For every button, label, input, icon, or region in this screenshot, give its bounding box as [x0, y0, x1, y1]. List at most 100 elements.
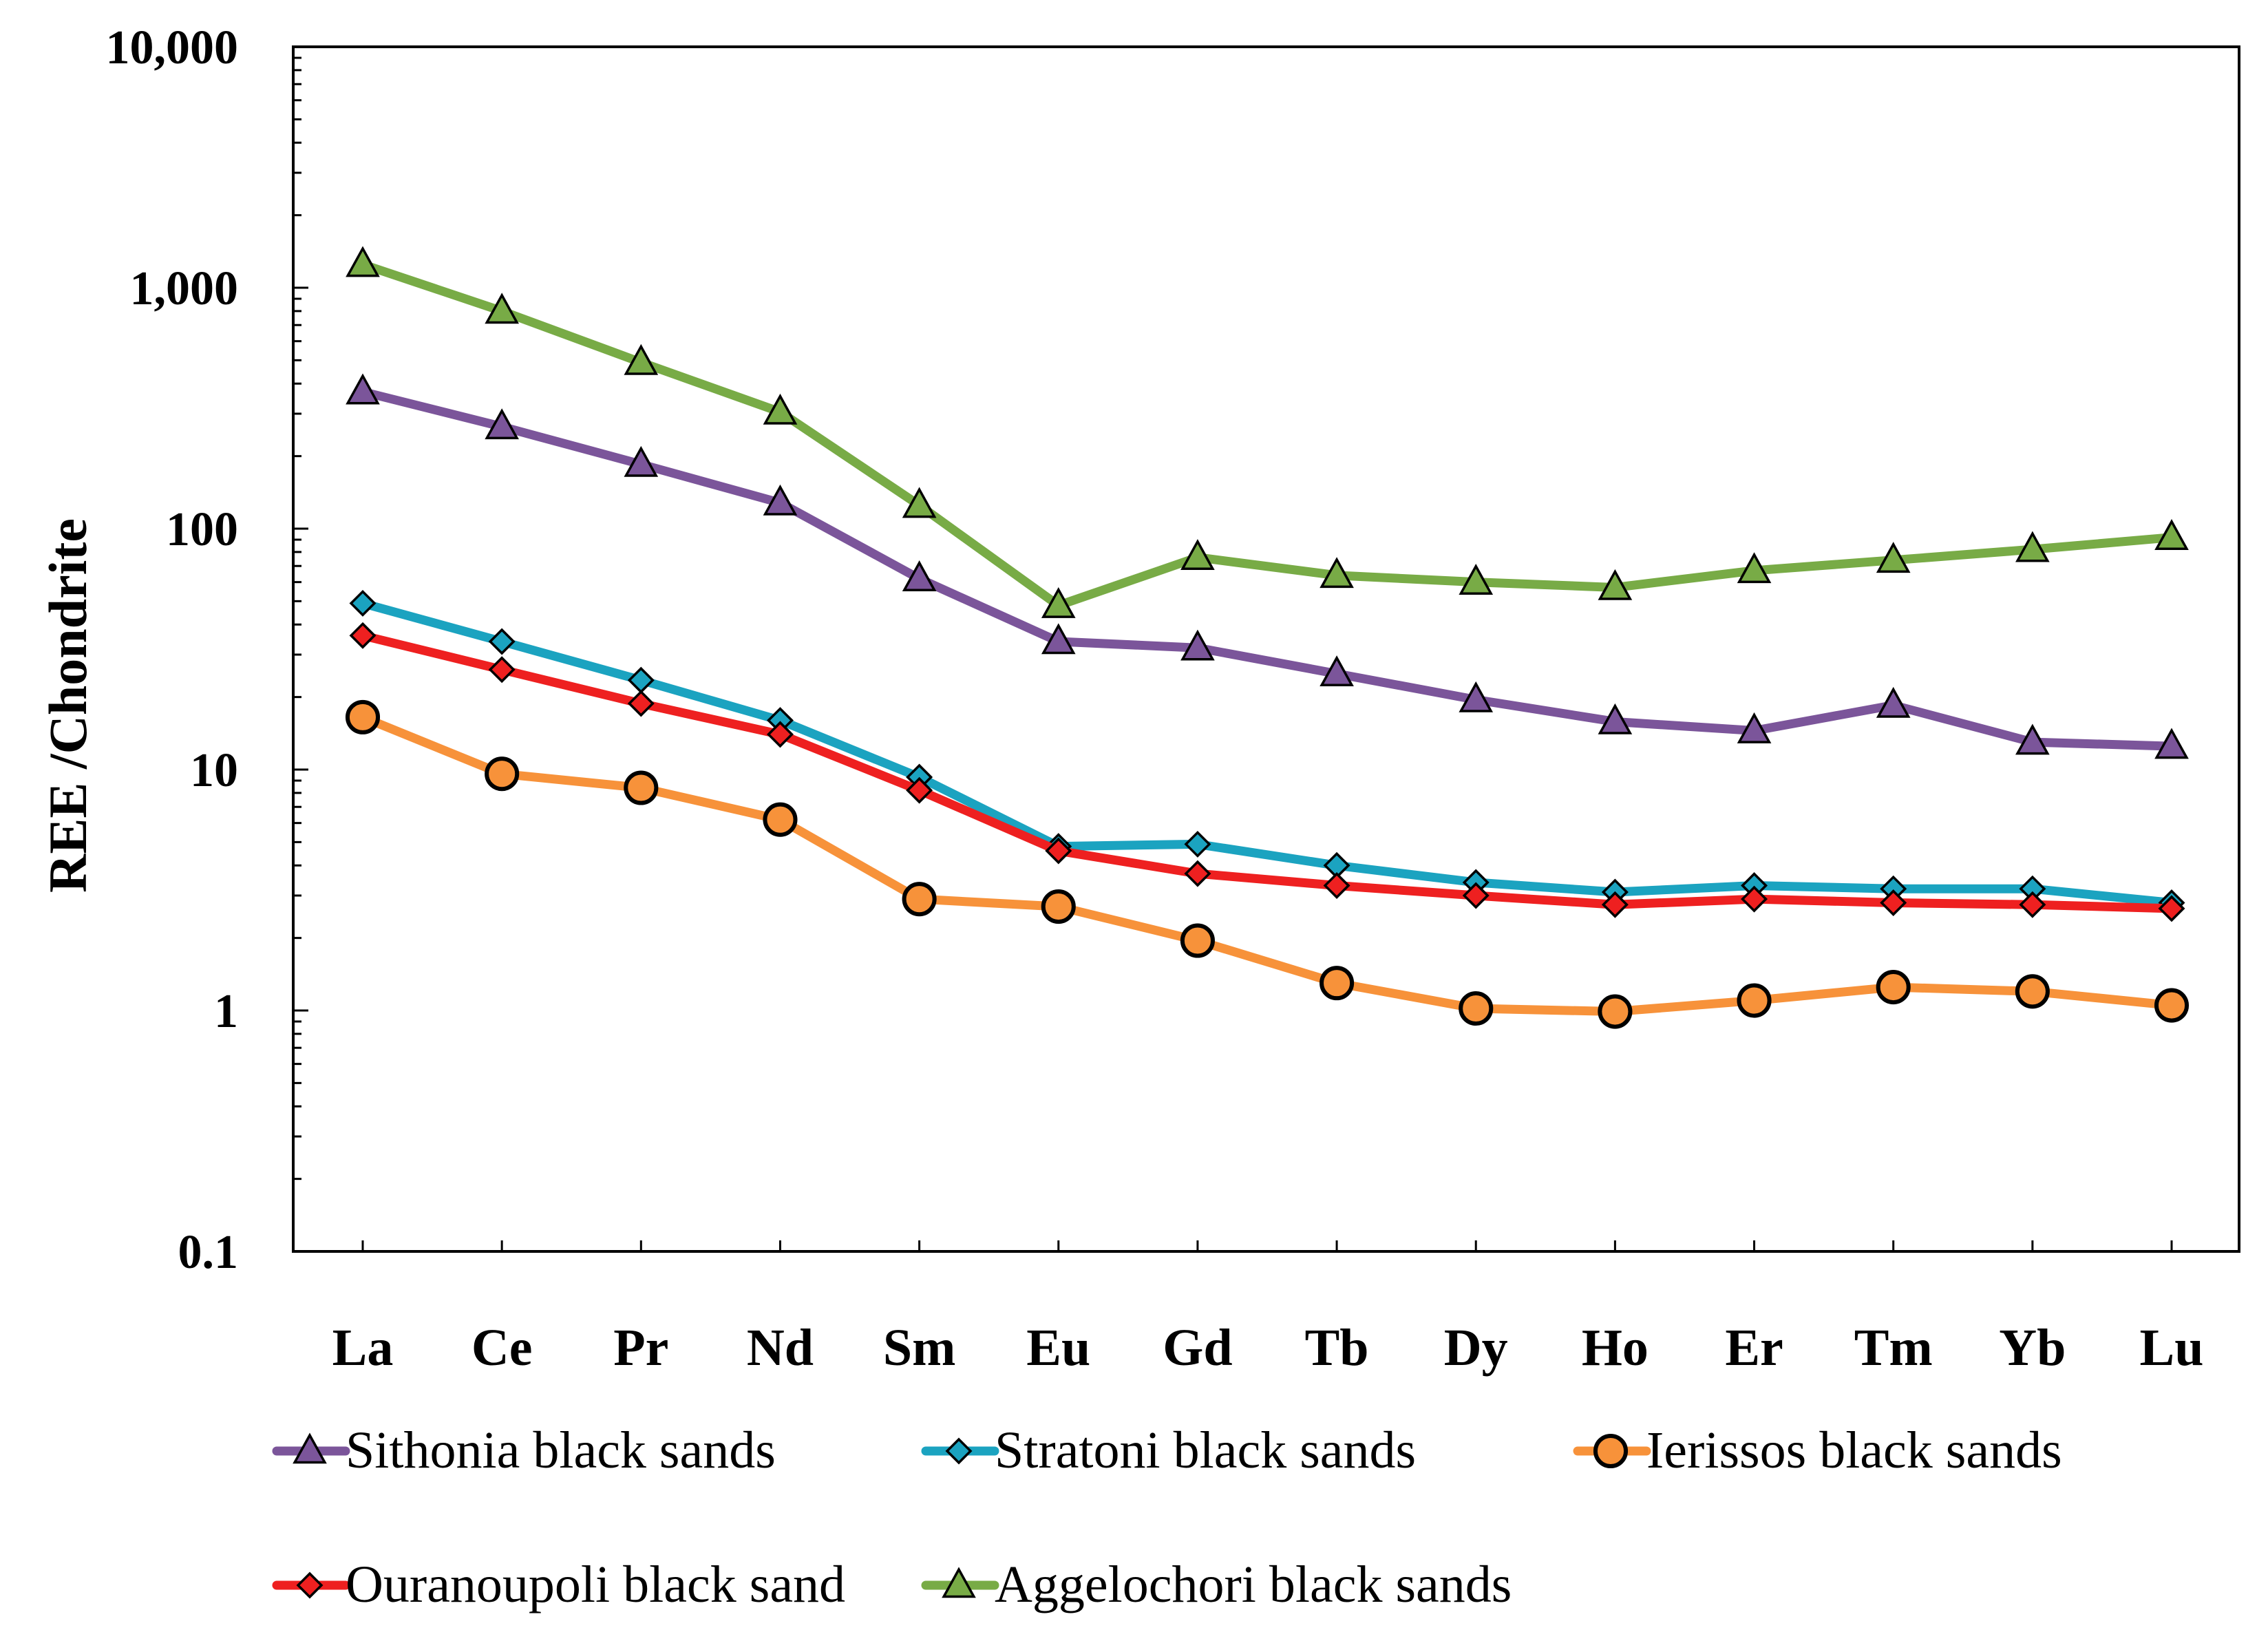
data-point	[2154, 988, 2190, 1023]
data-point	[1598, 994, 1633, 1029]
data-point	[766, 721, 794, 748]
x-tick-label: Er	[1725, 1319, 1783, 1377]
legend-item: Aggelochori black sands	[921, 1556, 1512, 1613]
y-axis-title: REE /Chondrite	[38, 518, 98, 893]
data-point	[902, 560, 937, 591]
data-point	[2019, 891, 2046, 918]
data-point	[2154, 519, 2189, 550]
data-point	[1459, 991, 1494, 1026]
legend-label: Ouranoupoli black sand	[346, 1556, 845, 1613]
data-point	[1180, 539, 1215, 571]
y-tick-label: 10,000	[106, 21, 239, 74]
legend-label: Aggelochori black sands	[995, 1556, 1512, 1613]
series-stratoni-black-sands	[349, 589, 2185, 916]
data-point	[488, 628, 516, 655]
legend-label: Sithonia black sands	[346, 1421, 776, 1479]
series-line	[358, 631, 2176, 913]
data-point	[1876, 970, 1911, 1005]
data-point	[2015, 723, 2050, 755]
data-point	[1876, 686, 1911, 718]
data-point	[624, 343, 659, 375]
legend-item: Ouranoupoli black sand	[272, 1556, 845, 1613]
data-point	[1880, 889, 1907, 916]
series-line	[358, 387, 2176, 751]
data-point	[906, 776, 933, 804]
data-point	[1737, 712, 1772, 743]
x-tick-label: Tm	[1854, 1319, 1933, 1377]
data-point	[1459, 681, 1494, 712]
data-point	[1737, 983, 1772, 1018]
series-layer	[345, 246, 2190, 1029]
data-point	[349, 589, 377, 617]
legend-marker	[942, 1567, 976, 1598]
data-point	[1741, 885, 1768, 913]
data-point	[485, 756, 520, 792]
series-ierissos-black-sands	[345, 699, 2190, 1029]
data-point	[2015, 531, 2050, 562]
data-point	[1041, 889, 1076, 924]
x-tick-label: Gd	[1163, 1319, 1232, 1377]
legend-item: Stratoni black sands	[921, 1421, 1416, 1479]
y-tick-label: 1,000	[130, 262, 239, 315]
legend: Sithonia black sands Stratoni black sands…	[272, 1421, 2062, 1613]
data-point	[346, 373, 380, 405]
series-line	[358, 260, 2176, 611]
data-point	[1737, 552, 1772, 584]
data-point	[1459, 564, 1494, 595]
data-point	[1041, 586, 1076, 618]
data-point	[1462, 882, 1490, 909]
data-point	[2158, 895, 2185, 922]
x-tick-label: Nd	[747, 1319, 814, 1377]
legend-marker	[296, 1571, 324, 1599]
x-tick-label: Pr	[613, 1319, 668, 1377]
data-point	[627, 690, 655, 717]
data-point	[1184, 830, 1211, 858]
data-point	[763, 484, 798, 516]
y-tick-label: 0.1	[178, 1226, 239, 1279]
x-tick-label: Ce	[471, 1319, 533, 1377]
data-point	[624, 445, 659, 477]
data-point	[488, 656, 516, 684]
axes-layer: 0.1 1 10 100 1,000 10,000 La Ce Pr Nd Sm Eu Gd Tb Dy Ho…	[106, 21, 2240, 1377]
data-point	[2015, 974, 2050, 1009]
legend-marker	[1593, 1433, 1629, 1469]
y-tick-label: 10	[190, 744, 238, 797]
data-point	[1598, 569, 1633, 600]
series-line	[358, 712, 2176, 1017]
data-point	[346, 246, 380, 277]
x-tick-label: Yb	[1999, 1319, 2066, 1377]
data-point	[1184, 860, 1211, 887]
data-point	[1601, 891, 1629, 918]
data-point	[349, 622, 377, 649]
series-line	[358, 598, 2176, 907]
legend-label: Stratoni black sands	[995, 1421, 1416, 1479]
series-ouranoupoli-black-sand	[349, 622, 2185, 922]
y-tick-label: 1	[214, 985, 238, 1038]
data-point	[763, 802, 798, 837]
plot-area-border	[292, 45, 2240, 1253]
data-point	[1323, 872, 1350, 899]
data-point	[1180, 923, 1215, 958]
x-tick-label: Tb	[1305, 1319, 1369, 1377]
data-point	[902, 487, 937, 518]
x-tick-label: Dy	[1444, 1319, 1508, 1377]
data-point	[902, 882, 937, 917]
data-point	[485, 408, 519, 440]
data-point	[1045, 837, 1072, 865]
legend-marker	[293, 1432, 327, 1464]
series-aggelochori-black-sands	[346, 246, 2189, 618]
data-point	[627, 666, 655, 694]
y-tick-label: 100	[166, 503, 238, 556]
data-point	[1320, 966, 1355, 1001]
x-tick-label: Ho	[1582, 1319, 1649, 1377]
legend-item: Ierissos black sands	[1573, 1421, 2062, 1479]
data-point	[345, 699, 381, 734]
x-tick-label: La	[332, 1319, 394, 1377]
legend-label: Ierissos black sands	[1646, 1421, 2062, 1479]
legend-item: Sithonia black sands	[272, 1421, 776, 1479]
data-point	[1598, 703, 1633, 734]
data-point	[624, 770, 659, 805]
data-point	[1180, 629, 1215, 661]
legend-marker	[945, 1437, 973, 1465]
